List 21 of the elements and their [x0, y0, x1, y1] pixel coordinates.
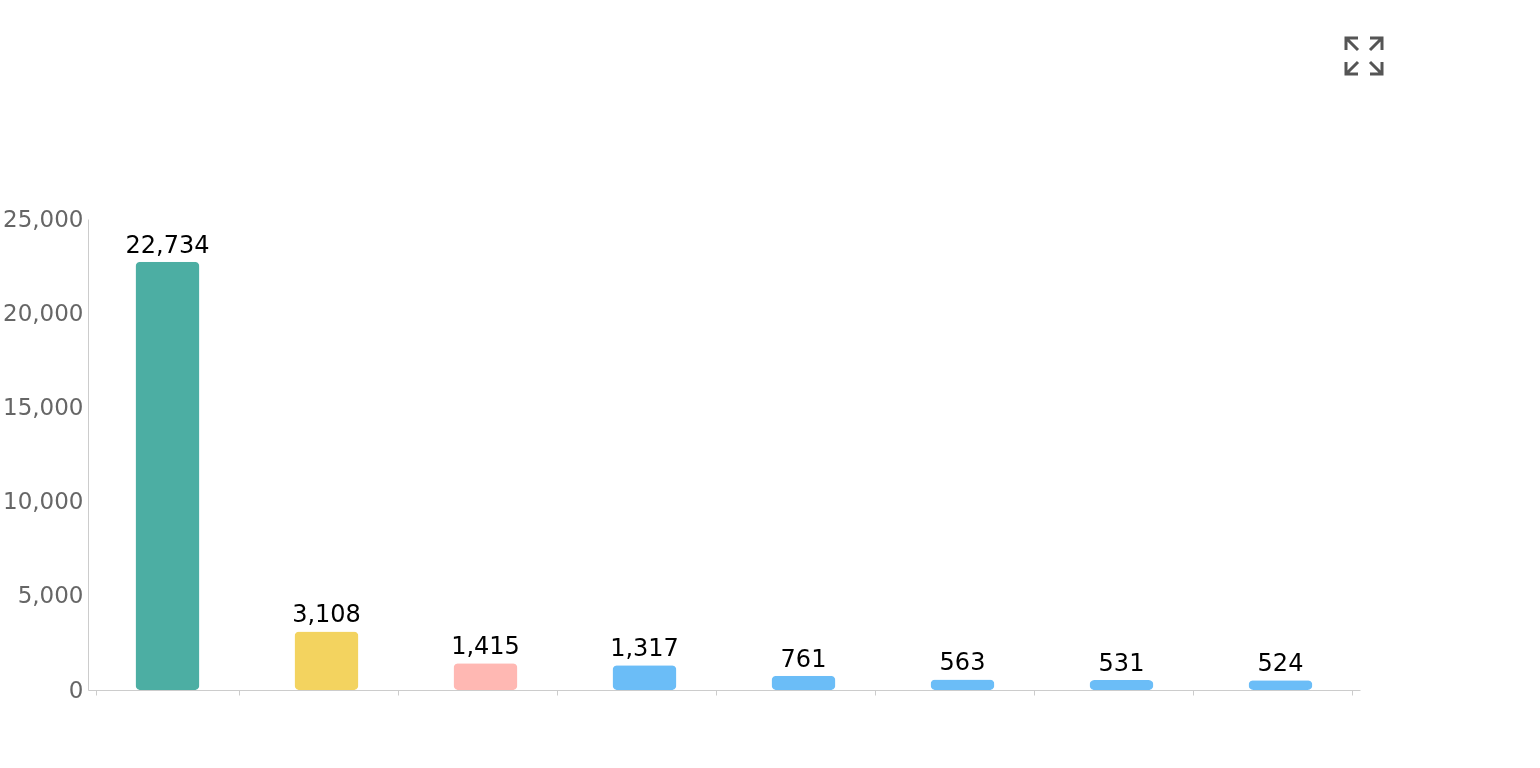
y-tick-label: 15,000	[3, 393, 84, 420]
y-tick-label: 5,000	[17, 582, 84, 609]
bar	[453, 663, 518, 690]
data-label: 524	[1257, 649, 1304, 678]
bar	[135, 261, 200, 690]
data-label: 761	[780, 644, 827, 673]
bar	[771, 675, 836, 690]
y-tick-label: 10,000	[3, 488, 84, 515]
data-label: 1,415	[451, 632, 520, 661]
data-label: 563	[939, 648, 986, 677]
data-label: 531	[1098, 649, 1145, 677]
y-tick-label: 0	[68, 676, 84, 703]
bar	[1089, 680, 1154, 690]
bar	[930, 679, 995, 690]
data-label: 3,108	[292, 600, 361, 629]
y-tick-label: 25,000	[3, 205, 84, 232]
data-label: 1,317	[610, 634, 679, 663]
data-label: 22,734	[125, 230, 210, 259]
bar	[612, 665, 677, 690]
bar	[294, 631, 359, 690]
y-tick-label: 20,000	[3, 299, 84, 326]
